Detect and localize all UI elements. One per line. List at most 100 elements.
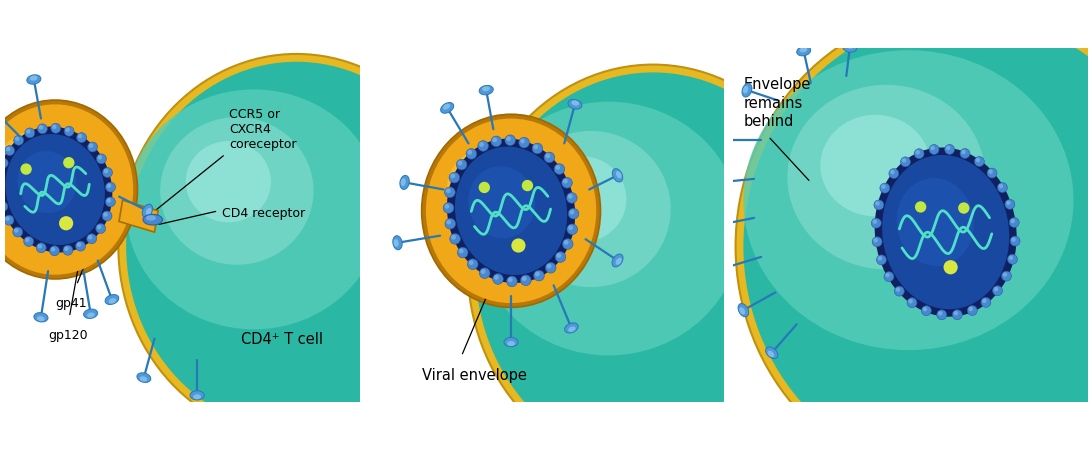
Circle shape — [952, 310, 962, 320]
Circle shape — [508, 278, 513, 282]
Circle shape — [87, 143, 97, 152]
Circle shape — [25, 129, 35, 138]
Circle shape — [974, 157, 984, 167]
Circle shape — [535, 272, 539, 277]
Ellipse shape — [714, 176, 723, 190]
Circle shape — [570, 210, 574, 215]
Ellipse shape — [105, 295, 119, 305]
Circle shape — [0, 159, 9, 169]
Circle shape — [890, 170, 894, 175]
Circle shape — [568, 226, 573, 230]
Circle shape — [880, 184, 890, 193]
Circle shape — [15, 137, 20, 142]
Circle shape — [915, 202, 926, 213]
Ellipse shape — [571, 101, 579, 106]
Circle shape — [5, 217, 10, 221]
Circle shape — [960, 149, 970, 159]
Circle shape — [914, 149, 924, 159]
Circle shape — [51, 124, 61, 134]
Circle shape — [36, 243, 46, 253]
Ellipse shape — [616, 172, 621, 179]
Circle shape — [466, 149, 477, 160]
Circle shape — [64, 127, 74, 137]
Circle shape — [987, 169, 997, 179]
Circle shape — [545, 263, 556, 273]
Circle shape — [479, 268, 490, 279]
Circle shape — [63, 246, 73, 256]
Circle shape — [938, 311, 942, 316]
Circle shape — [49, 246, 59, 256]
Circle shape — [923, 307, 927, 312]
Ellipse shape — [744, 17, 1092, 451]
Ellipse shape — [443, 105, 450, 110]
Ellipse shape — [467, 65, 839, 451]
Ellipse shape — [422, 115, 601, 308]
Ellipse shape — [612, 254, 624, 267]
Ellipse shape — [768, 351, 774, 357]
Ellipse shape — [613, 169, 622, 183]
Circle shape — [937, 310, 947, 320]
Circle shape — [1001, 272, 1011, 281]
Circle shape — [532, 144, 543, 154]
Circle shape — [901, 157, 911, 167]
Circle shape — [520, 139, 525, 144]
Circle shape — [562, 239, 573, 250]
Circle shape — [969, 307, 973, 312]
Circle shape — [874, 239, 878, 243]
Circle shape — [14, 136, 24, 146]
Ellipse shape — [476, 73, 831, 451]
Circle shape — [450, 234, 461, 244]
Ellipse shape — [29, 76, 37, 82]
Circle shape — [993, 286, 1002, 296]
Circle shape — [563, 240, 569, 245]
Ellipse shape — [146, 208, 152, 216]
Ellipse shape — [722, 265, 727, 272]
Ellipse shape — [616, 258, 621, 265]
Ellipse shape — [568, 100, 582, 110]
Circle shape — [450, 174, 455, 179]
Ellipse shape — [787, 86, 985, 270]
Ellipse shape — [736, 9, 1092, 451]
Circle shape — [59, 216, 73, 231]
Ellipse shape — [27, 76, 40, 85]
Ellipse shape — [127, 63, 467, 431]
Ellipse shape — [190, 391, 204, 400]
Ellipse shape — [393, 236, 402, 250]
Ellipse shape — [400, 176, 410, 190]
Ellipse shape — [897, 179, 974, 267]
Ellipse shape — [765, 347, 778, 359]
Circle shape — [63, 158, 74, 169]
Circle shape — [444, 204, 449, 209]
Circle shape — [37, 124, 47, 134]
Circle shape — [568, 209, 579, 220]
Ellipse shape — [721, 133, 731, 147]
Text: Viral envelope: Viral envelope — [423, 367, 527, 382]
Ellipse shape — [799, 48, 807, 53]
Ellipse shape — [843, 44, 857, 53]
Ellipse shape — [455, 147, 567, 276]
Circle shape — [76, 133, 86, 143]
Circle shape — [0, 160, 4, 165]
Ellipse shape — [565, 323, 578, 333]
Circle shape — [52, 125, 57, 130]
Text: Envelope
remains
behind: Envelope remains behind — [744, 77, 810, 129]
Text: gp120: gp120 — [48, 328, 87, 341]
Circle shape — [458, 248, 468, 258]
Ellipse shape — [143, 215, 163, 226]
Ellipse shape — [146, 216, 156, 221]
Circle shape — [1010, 237, 1020, 247]
Circle shape — [988, 170, 993, 175]
Ellipse shape — [722, 137, 727, 144]
Circle shape — [886, 273, 890, 278]
Circle shape — [874, 201, 883, 211]
Circle shape — [885, 272, 894, 282]
Ellipse shape — [797, 47, 810, 57]
Circle shape — [494, 276, 499, 280]
Circle shape — [557, 253, 561, 258]
Circle shape — [64, 247, 69, 251]
Circle shape — [522, 276, 526, 281]
Circle shape — [102, 212, 112, 221]
Ellipse shape — [393, 239, 399, 247]
Circle shape — [902, 159, 906, 163]
Ellipse shape — [142, 205, 153, 218]
